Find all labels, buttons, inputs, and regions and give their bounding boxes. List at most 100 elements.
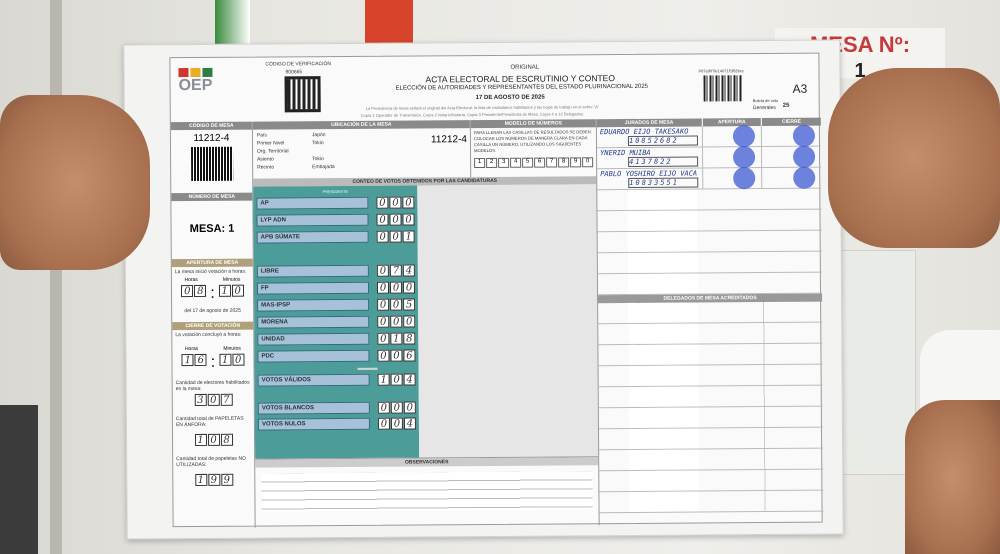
right-hand <box>828 68 1000 248</box>
modelo-digit: 9 <box>570 157 582 168</box>
cierre-signature <box>761 166 822 189</box>
apertura-date: del 17 de agosto de 2025 <box>184 307 241 315</box>
generales-label: Generales <box>752 104 776 112</box>
vote-digit: 0 <box>390 298 403 311</box>
party-row: APB SÚMATE 0 0 1 <box>256 230 415 244</box>
empty-jurado-row <box>597 272 823 296</box>
vote-digit: 7 <box>389 264 402 277</box>
minutos-label: Minutos <box>222 276 241 283</box>
party-row: LYP ADN 0 0 0 <box>256 213 415 227</box>
party-row: LIBRE 0 7 4 <box>256 264 415 278</box>
jurado-name: EDUARDO EIJO TAKESAKO <box>599 127 689 137</box>
jurado-row: YNERID MUIBA 4137822 <box>597 145 822 170</box>
vote-digit: 0 <box>376 196 389 209</box>
qr-code <box>284 76 321 113</box>
vote-digit: 0 <box>390 349 403 362</box>
party-name: AP <box>256 196 369 210</box>
modelo-digit: 6 <box>534 157 546 168</box>
apertura-signature <box>701 125 762 148</box>
party-row: PDC 0 0 6 <box>257 349 416 363</box>
delegado-row <box>599 469 824 493</box>
note-2: Copia 1 Operador de Transmisión, Copia 2… <box>360 111 585 118</box>
modelo-digit: 1 <box>474 157 486 169</box>
vote-digit: 6 <box>403 349 416 362</box>
jurado-document: 10833551 <box>628 177 699 188</box>
unused-area <box>417 184 599 458</box>
party-row: MAS-IPSP 0 0 5 <box>257 298 416 312</box>
modelo-digit: 3 <box>498 157 510 168</box>
empty-jurado-row <box>597 209 822 233</box>
horas-label: Horas <box>184 276 198 284</box>
oep-logo: OEP <box>178 67 213 95</box>
apertura-signature <box>701 167 762 190</box>
fingerprint-stamp <box>733 146 756 169</box>
codigo-mesa: 11212-4 <box>193 132 230 145</box>
vote-digit: 0 <box>376 230 389 243</box>
background-picture <box>0 405 38 554</box>
vote-digit: 0 <box>402 281 416 294</box>
numero-mesa-label: NÚMERO DE MESA <box>171 192 253 202</box>
delegado-row <box>598 301 823 325</box>
party-row: UNIDAD 0 1 8 <box>257 332 416 346</box>
no-utilizadas-label: Cantidad total de papeletas NO UTILIZADA… <box>176 455 246 469</box>
vote-digit: 0 <box>390 315 403 328</box>
vote-digit: 0 <box>389 281 403 294</box>
apertura-signature <box>701 146 762 169</box>
modelo-digit: 8 <box>558 157 570 168</box>
ubicacion-codigo: 11212-4 <box>430 134 467 146</box>
delegado-row <box>599 490 824 514</box>
modelo-digit: 2 <box>486 157 498 168</box>
observaciones-label: OBSERVACIONES <box>255 457 599 468</box>
ubicacion-value: Tokio <box>312 156 324 163</box>
background-flag <box>215 0 250 44</box>
party-name: PDC <box>257 349 370 363</box>
vote-digit: 5 <box>403 298 416 311</box>
generales-value: 25 <box>782 102 790 109</box>
horas-label: Horas <box>184 345 199 353</box>
delegado-row <box>598 322 823 346</box>
vote-digit: 8 <box>403 332 416 345</box>
note-1: La Presidencia de mesa sellará el origin… <box>365 104 600 111</box>
background-pillar <box>50 0 62 554</box>
vote-digit: 0 <box>377 332 390 345</box>
ballot-label: Boleta de voto <box>752 97 779 104</box>
jurados-section: JURADOS DE MESA APERTURA CIERRE EDUARDO … <box>595 117 824 526</box>
presidente-label: PRESIDENTE <box>322 188 349 195</box>
codigo-mesa-label: CÓDIGO DE MESA <box>170 121 252 131</box>
party-name: FP <box>256 281 370 295</box>
vote-digit: 0 <box>389 196 402 209</box>
vote-digit: 0 <box>389 213 402 226</box>
fingerprint-stamp <box>792 124 815 147</box>
presidente-panel: PRESIDENTE AP 0 0 0 LYP ADN 0 0 0 APB SÚMATE 0 0 1 L… <box>253 185 420 459</box>
delegado-row <box>598 406 823 430</box>
anfora-label: Cantidad total de PAPELETAS EN ÁNFORA: <box>175 415 244 429</box>
empty-jurado-row <box>597 188 822 212</box>
modelo-digit: 5 <box>522 157 534 168</box>
cierre-text: La votación concluyó a horas: <box>175 331 242 339</box>
vote-digit: 1 <box>402 230 415 243</box>
verification-label: CÓDIGO DE VERIFICACIÓN <box>265 61 332 68</box>
cierre-signature <box>761 124 821 147</box>
delegado-row <box>599 448 824 472</box>
party-name: MAS-IPSP <box>257 298 370 312</box>
vote-digit: 0 <box>376 264 389 277</box>
party-name: APB SÚMATE <box>256 230 369 244</box>
fingerprint-stamp <box>733 125 756 148</box>
acta-date: 17 DE AGOSTO DE 2025 <box>475 94 545 102</box>
arm <box>905 400 1000 554</box>
vote-digit: 1 <box>390 332 403 345</box>
